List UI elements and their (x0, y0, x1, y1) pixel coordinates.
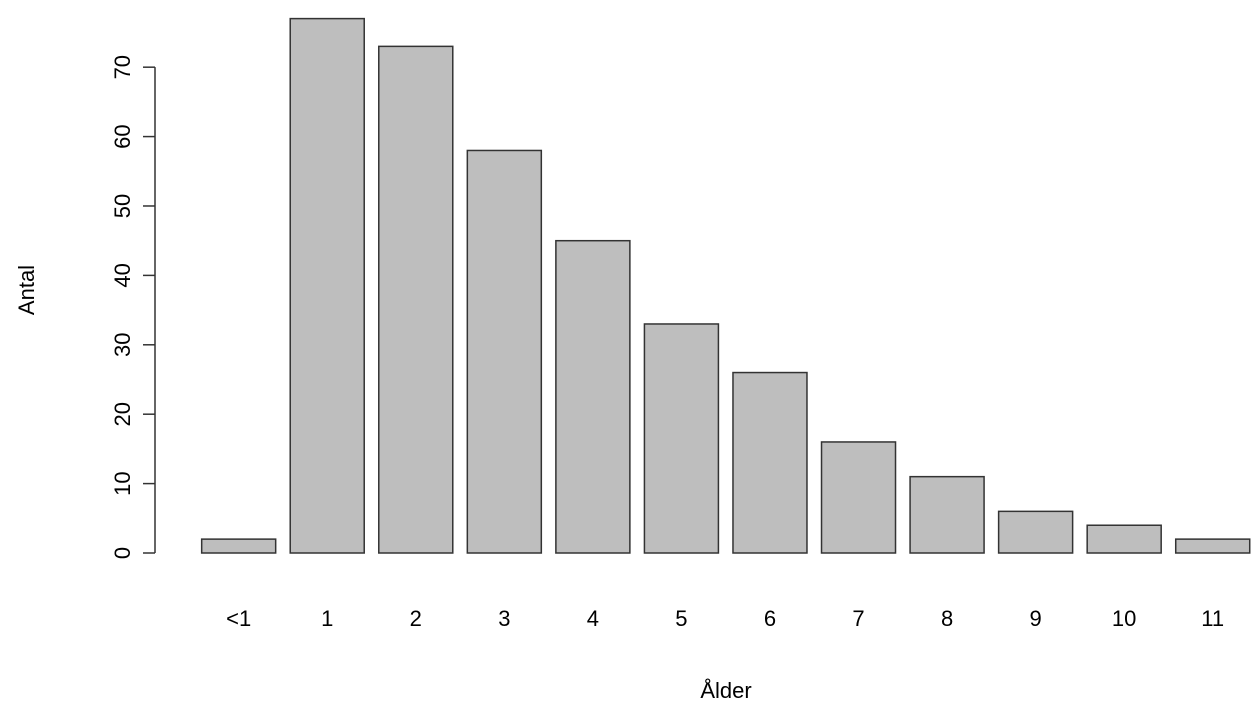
x-tick-label: 8 (941, 606, 953, 631)
x-axis-title: Ålder (700, 678, 751, 703)
x-tick-label: <1 (226, 606, 251, 631)
x-tick-label: 2 (410, 606, 422, 631)
bar (555, 239, 631, 554)
y-tick-label: 60 (110, 124, 135, 148)
bar (466, 149, 543, 554)
y-tick-label: 40 (110, 263, 135, 287)
bar (200, 538, 277, 554)
y-tick-label: 20 (110, 402, 135, 426)
y-axis-title: Antal (14, 265, 39, 315)
x-tick-label: 5 (675, 606, 687, 631)
y-tick-label: 70 (110, 55, 135, 79)
x-tick-label: 10 (1112, 606, 1136, 631)
bar (820, 441, 897, 554)
bar (643, 323, 720, 554)
x-tick-label: 9 (1030, 606, 1042, 631)
y-tick-label: 0 (110, 547, 135, 559)
bar (289, 17, 365, 554)
bar (1174, 538, 1251, 554)
x-tick-label: 4 (587, 606, 599, 631)
x-tick-label: 7 (852, 606, 864, 631)
x-tick-label: 11 (1201, 606, 1224, 631)
x-tick-label: 3 (498, 606, 510, 631)
bar (378, 45, 454, 554)
x-tick-label: 1 (321, 606, 333, 631)
bar (1086, 524, 1162, 554)
y-tick-label: 30 (110, 333, 135, 357)
bar (997, 510, 1074, 554)
bar (732, 371, 808, 554)
y-tick-label: 10 (110, 471, 135, 495)
bar (909, 475, 985, 554)
x-tick-label: 6 (764, 606, 776, 631)
y-tick-label: 50 (110, 194, 135, 218)
